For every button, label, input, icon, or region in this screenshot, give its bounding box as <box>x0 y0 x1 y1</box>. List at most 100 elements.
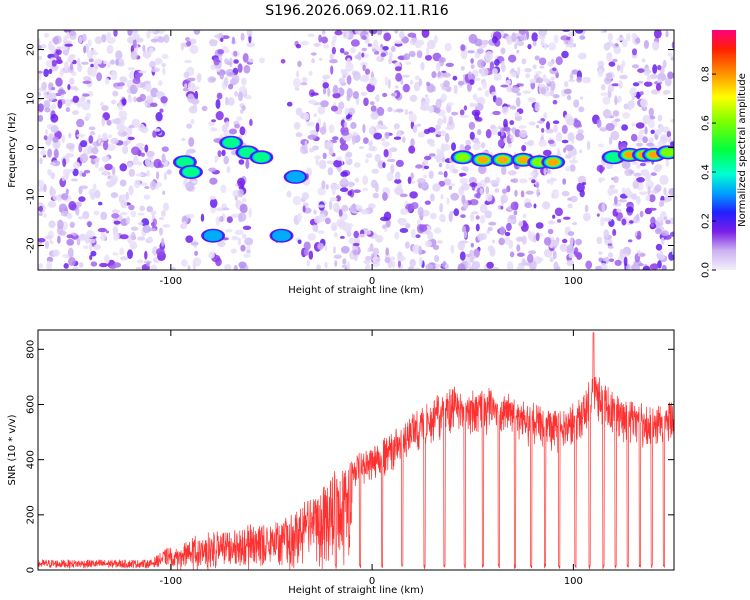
spectrogram-speckle <box>577 175 587 184</box>
spectrogram-speckle <box>647 207 657 211</box>
spectrogram-speckle <box>339 47 345 54</box>
spectrogram-speckle <box>409 191 418 199</box>
spectrogram-speckle <box>569 195 578 203</box>
spectrogram-speckle <box>463 105 468 111</box>
spectrogram-speckle <box>390 164 395 174</box>
spectrogram-speckle <box>61 134 66 144</box>
spectrogram-speckle <box>586 140 591 151</box>
spectrogram-speckle <box>566 244 575 253</box>
spectrogram-speckle <box>648 119 655 129</box>
spectrogram-speckle <box>126 162 133 168</box>
spectrogram-speckle <box>41 44 47 49</box>
spectrogram-feature <box>547 158 559 166</box>
spectrogram-speckle <box>617 95 622 103</box>
spectrogram-speckle <box>670 141 674 147</box>
spectrogram-speckle <box>86 230 95 239</box>
spectrogram-speckle <box>142 224 151 234</box>
spectrogram-speckle <box>428 105 434 114</box>
spectrogram-speckle <box>509 251 515 258</box>
spectrogram-speckle <box>233 50 238 57</box>
spectrogram-speckle <box>215 207 225 212</box>
spectrogram-speckle <box>81 61 89 65</box>
spectrogram-speckle <box>100 101 104 107</box>
spectrogram-speckle <box>598 177 606 182</box>
spectrogram-speckle <box>395 130 402 139</box>
spectrogram-speckle <box>79 153 89 164</box>
spectrogram-speckle <box>81 101 91 111</box>
spectrogram-speckle <box>394 178 402 184</box>
spectrogram-speckle <box>155 57 163 65</box>
spectrogram-speckle <box>582 76 591 84</box>
spectrogram-speckle <box>479 215 486 224</box>
spectrogram-speckle <box>328 146 334 156</box>
spectrogram-speckle <box>510 71 517 77</box>
spectrogram-speckle <box>110 192 119 199</box>
colorbar-tick-label: 0.6 <box>701 115 712 131</box>
spectrogram-speckle <box>654 228 662 235</box>
spectrogram-speckle <box>51 87 56 91</box>
spectrogram-speckle <box>598 251 603 256</box>
snr-x-axis-label: Height of straight line (km) <box>288 585 424 596</box>
spectrogram-speckle <box>65 153 75 158</box>
spectrogram-speckle <box>354 177 360 183</box>
spectrogram-speckle <box>636 177 645 183</box>
spectrogram-speckle <box>246 249 252 254</box>
spectrogram-speckle <box>451 111 459 116</box>
spectrogram-speckle <box>242 197 247 203</box>
spectrogram-speckle <box>603 229 610 239</box>
spectrogram-speckle <box>470 58 474 64</box>
spectrogram-speckle <box>605 163 613 170</box>
spectrogram-speckle <box>122 145 129 155</box>
spectrogram-speckle <box>158 217 164 220</box>
spectrogram-speckle <box>582 182 587 185</box>
spectrogram-speckle <box>333 159 343 168</box>
spectrogram-speckle <box>333 246 336 254</box>
colorbar-ticks: 0.0 0.2 0.4 0.6 0.8 <box>701 66 716 278</box>
spectrogram-speckle <box>378 46 383 53</box>
spectrogram-speckle <box>564 166 571 172</box>
spectrogram-speckle <box>224 263 232 270</box>
spectrogram-speckle <box>325 184 329 190</box>
spectrogram-speckle <box>653 30 662 39</box>
spectrogram-speckle <box>300 82 308 86</box>
spectrogram-speckle <box>553 34 559 44</box>
spectrogram-speckle <box>345 151 353 158</box>
spectrogram-speckle <box>506 261 514 270</box>
spectrogram-speckle <box>297 239 302 245</box>
spectrogram-speckle <box>366 83 375 93</box>
spectrogram-speckle <box>419 105 427 111</box>
spectrogram-speckle <box>492 267 499 270</box>
spectrogram-speckle <box>348 181 354 188</box>
spectrogram-speckle <box>108 134 113 138</box>
spectrogram-speckle <box>524 202 532 209</box>
spectrogram-speckle <box>518 265 524 270</box>
spectrogram-speckle <box>184 83 188 89</box>
spectrogram-speckle <box>54 141 60 150</box>
spectrogram-speckle <box>502 188 507 194</box>
spectrogram-speckle <box>55 77 63 87</box>
spectrogram-speckle <box>38 70 43 74</box>
spectrogram-speckle <box>93 244 101 251</box>
spectrogram-speckle <box>50 125 59 133</box>
spectrogram-speckle <box>603 217 612 222</box>
spectrogram-speckle <box>571 69 579 75</box>
spectrogram-speckle <box>38 212 43 217</box>
spectrogram-speckle <box>156 248 165 256</box>
spectrogram-speckle <box>470 64 475 70</box>
spectrogram-speckle <box>443 178 452 186</box>
spectrogram-speckle <box>426 46 430 56</box>
spectrogram-speckle <box>121 131 128 137</box>
spectrogram-speckle <box>374 95 380 101</box>
spectrogram-speckle <box>424 200 431 205</box>
spectrogram-speckle <box>209 195 216 200</box>
spectrogram-speckle <box>41 81 47 90</box>
spectrogram-speckle <box>489 179 499 185</box>
spectrogram-speckle <box>540 87 547 95</box>
spectrogram-speckle <box>420 182 429 191</box>
spectrogram-speckle <box>576 76 582 83</box>
spectrogram-speckle <box>484 89 490 98</box>
spectrogram-speckle <box>107 62 111 69</box>
spectrogram-speckle <box>67 84 71 91</box>
spectrogram-speckle <box>144 144 149 153</box>
